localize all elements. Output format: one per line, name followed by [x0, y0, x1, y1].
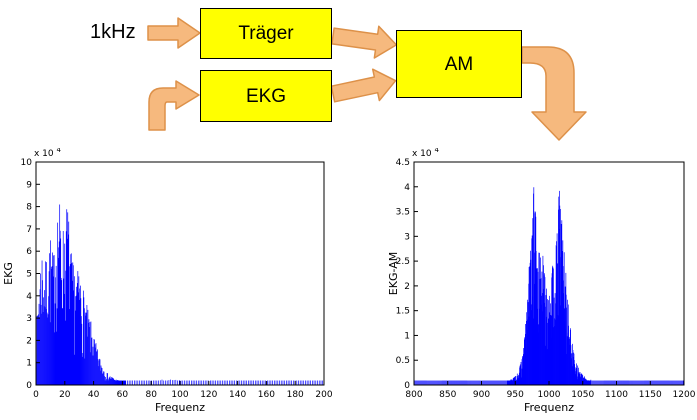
svg-text:120: 120	[200, 390, 217, 400]
svg-text:200: 200	[315, 390, 332, 400]
svg-text:160: 160	[258, 390, 275, 400]
svg-text:0: 0	[26, 381, 32, 391]
arrow-traeger-to-am	[331, 25, 398, 59]
arrow-input-to-ekg	[148, 80, 200, 131]
block-traeger: Träger	[200, 8, 332, 59]
svg-text:850: 850	[439, 390, 456, 400]
svg-text:9: 9	[26, 180, 32, 190]
svg-text:3: 3	[404, 232, 410, 242]
svg-text:80: 80	[145, 390, 157, 400]
y-axis-label: EKG-AM	[388, 252, 400, 295]
block-am: AM	[396, 30, 522, 98]
svg-text:20: 20	[59, 390, 71, 400]
y-axis: 0 0.5 1 1.5 2 2.5 3 3.5 4 4.5	[396, 158, 418, 391]
svg-text:40: 40	[88, 390, 100, 400]
svg-text:140: 140	[229, 390, 246, 400]
svg-text:2: 2	[404, 282, 410, 292]
svg-text:1: 1	[26, 359, 32, 369]
svg-text:1: 1	[404, 331, 410, 341]
arrow-am-output	[521, 46, 587, 141]
svg-text:180: 180	[287, 390, 304, 400]
svg-text:100: 100	[171, 390, 188, 400]
x-axis: 800 850 900 950 1000 1050 1100 1150 1200	[405, 381, 696, 400]
svg-text:3: 3	[26, 314, 32, 324]
input-frequency-label: 1kHz	[90, 21, 136, 43]
svg-text:7: 7	[26, 225, 32, 235]
svg-text:800: 800	[405, 390, 422, 400]
spectrum-lines	[413, 187, 684, 385]
arrow-1khz-to-traeger	[147, 17, 201, 49]
svg-text:1050: 1050	[571, 390, 594, 400]
block-ekg-label: EKG	[245, 85, 287, 107]
svg-text:0.5: 0.5	[396, 356, 410, 366]
spectrum-lines	[35, 204, 324, 385]
svg-text:0: 0	[33, 390, 39, 400]
svg-text:10: 10	[21, 158, 33, 168]
svg-text:8: 8	[26, 203, 32, 213]
ekg-am-spectrum-chart: 800 850 900 950 1000 1050 1100 1150 1200 0 0.5 1 1.5…	[388, 148, 697, 420]
svg-text:5: 5	[26, 270, 32, 280]
svg-text:4: 4	[26, 292, 32, 302]
arrow-ekg-to-am	[330, 68, 397, 103]
y-axis-label: EKG	[2, 262, 15, 285]
svg-text:3.5: 3.5	[396, 208, 410, 218]
x-axis-label: Frequenz	[155, 401, 205, 414]
svg-text:1150: 1150	[639, 390, 662, 400]
svg-text:6: 6	[26, 247, 32, 257]
block-ekg: EKG	[200, 70, 332, 122]
block-traeger-label: Träger	[238, 23, 294, 44]
svg-text:1000: 1000	[538, 390, 561, 400]
x-axis: 0 20 40 60 80 100 120 140 160 180 200	[33, 381, 333, 400]
svg-text:1200: 1200	[673, 390, 696, 400]
svg-text:4: 4	[404, 183, 410, 193]
y-axis-exponent: x 10 4	[34, 148, 62, 159]
svg-text:0: 0	[404, 381, 410, 391]
y-axis-exponent: x 10 4	[412, 148, 440, 159]
am-modulation-block-diagram: 1kHz Träger EKG AM	[0, 0, 697, 148]
svg-text:1.5: 1.5	[396, 307, 410, 317]
svg-text:2: 2	[26, 336, 32, 346]
svg-text:2.5: 2.5	[396, 257, 410, 267]
x-axis-label: Frequenz	[524, 401, 574, 414]
y-axis: 0 1 2 3 4 5 6 7 8 9 10	[21, 158, 40, 391]
svg-text:4.5: 4.5	[396, 158, 410, 168]
svg-text:900: 900	[473, 390, 490, 400]
ekg-spectrum-chart: 0 20 40 60 80 100 120 140 160 180 200 0 1 2 3 4 5 6 7 8 9 10x…	[0, 148, 345, 420]
svg-text:950: 950	[507, 390, 524, 400]
block-am-label: AM	[444, 53, 474, 75]
svg-text:1100: 1100	[605, 390, 628, 400]
svg-text:60: 60	[117, 390, 129, 400]
